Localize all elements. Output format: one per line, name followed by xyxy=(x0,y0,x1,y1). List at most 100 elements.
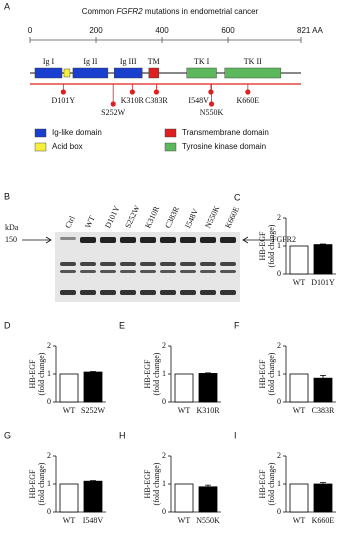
bar xyxy=(313,244,333,275)
mutation-dot xyxy=(110,101,116,107)
domain-label: TK I xyxy=(194,57,210,66)
title-part: Common xyxy=(82,7,117,16)
band-lower xyxy=(220,270,236,273)
ruler-label: 600 xyxy=(221,26,235,35)
lane-label: WT xyxy=(83,214,96,229)
title-gene: FGFR2 xyxy=(116,7,143,16)
band-lower xyxy=(140,290,156,295)
band-lower xyxy=(120,290,136,295)
band-label: FGFR2 xyxy=(272,235,296,244)
y-axis-label: HB-EGF xyxy=(258,469,267,498)
y-tick-label: 0 xyxy=(277,397,281,406)
mutation-label: S252W xyxy=(101,108,125,117)
mutation-label: K310R xyxy=(121,96,145,105)
y-tick-label: 1 xyxy=(162,369,166,378)
y-axis-label: HB-EGF xyxy=(28,469,37,498)
y-tick-label: 1 xyxy=(47,479,51,488)
y-tick-label: 1 xyxy=(277,241,281,250)
legend-swatch xyxy=(34,142,47,152)
band-arrow xyxy=(242,236,270,244)
band-lower xyxy=(120,262,136,266)
lane-label: K310R xyxy=(143,204,161,229)
panel-label: E xyxy=(119,320,125,330)
band-fgfr2 xyxy=(220,237,236,243)
x-tick-label: D101Y xyxy=(311,278,335,287)
x-tick-label: WT xyxy=(63,516,76,525)
panel-label: I xyxy=(234,430,237,440)
band-fgfr2 xyxy=(80,237,96,243)
bar xyxy=(313,483,333,513)
error-bar xyxy=(320,243,326,245)
mutation-dot xyxy=(60,89,66,95)
band-lower xyxy=(140,270,156,273)
mutation-label: C383R xyxy=(145,96,168,105)
lane-label: D101Y xyxy=(103,204,121,229)
error-bar xyxy=(320,375,326,379)
domain-label: Ig II xyxy=(83,57,97,66)
band-lower xyxy=(180,262,196,266)
y-tick-label: 1 xyxy=(47,369,51,378)
y-tick-label: 2 xyxy=(162,451,166,460)
marker-arrow xyxy=(22,236,52,244)
x-tick-label: S252W xyxy=(81,406,105,415)
ruler-label: 400 xyxy=(155,26,169,35)
domain-label: TM xyxy=(148,57,160,66)
y-tick-label: 2 xyxy=(277,213,281,222)
band-fgfr2 xyxy=(200,237,216,243)
domain xyxy=(186,67,217,79)
bar xyxy=(174,373,194,403)
mutation-dot xyxy=(245,89,251,95)
legend-label: Tyrosine kinase domain xyxy=(182,142,266,151)
error-bar xyxy=(90,371,96,373)
lane-label: N550K xyxy=(203,204,221,229)
band-lower xyxy=(60,290,76,295)
panel-label: A xyxy=(4,1,10,11)
x-tick-label: K310R xyxy=(196,406,220,415)
domain xyxy=(148,67,159,79)
y-axis-label: (fold change) xyxy=(267,352,276,395)
bar xyxy=(313,377,333,403)
y-tick-label: 0 xyxy=(277,507,281,516)
bar xyxy=(289,373,309,403)
y-tick-label: 2 xyxy=(162,341,166,350)
band-lower xyxy=(60,270,76,273)
x-tick-label: WT xyxy=(293,516,306,525)
band-lower xyxy=(160,290,176,295)
band-fgfr2 xyxy=(160,237,176,243)
lane-label: I548V xyxy=(183,207,200,230)
mutation-label: D101Y xyxy=(52,96,76,105)
band-lower xyxy=(140,262,156,266)
legend-label: Acid box xyxy=(52,142,83,151)
x-tick-label: WT xyxy=(293,278,306,287)
ruler-label: 200 xyxy=(89,26,103,35)
x-tick-label: WT xyxy=(293,406,306,415)
panel-label: G xyxy=(4,430,11,440)
title-part: mutations in endometrial cancer xyxy=(143,7,259,16)
band-lower xyxy=(200,262,216,266)
y-tick-label: 0 xyxy=(47,507,51,516)
x-tick-label: WT xyxy=(178,406,191,415)
mutation-label: K660E xyxy=(237,96,260,105)
band-fgfr2 xyxy=(140,237,156,243)
band-lower xyxy=(60,262,76,266)
y-tick-label: 0 xyxy=(47,397,51,406)
panel-label: D xyxy=(4,320,11,330)
y-axis-label: (fold change) xyxy=(37,462,46,505)
x-tick-label: K660E xyxy=(312,516,335,525)
band-lower xyxy=(220,262,236,266)
error-bar xyxy=(320,482,326,484)
mutation-dot xyxy=(208,101,215,107)
legend-swatch xyxy=(164,142,177,152)
band-lower xyxy=(200,270,216,273)
band-lower xyxy=(80,262,96,266)
error-bar xyxy=(205,372,211,374)
mutation-label: N550K xyxy=(200,108,224,117)
band-lower xyxy=(160,270,176,273)
lane-label: C383R xyxy=(163,205,181,230)
y-tick-label: 1 xyxy=(277,369,281,378)
domain xyxy=(224,67,282,79)
band-lower xyxy=(120,270,136,273)
y-axis-label: HB-EGF xyxy=(143,359,152,388)
